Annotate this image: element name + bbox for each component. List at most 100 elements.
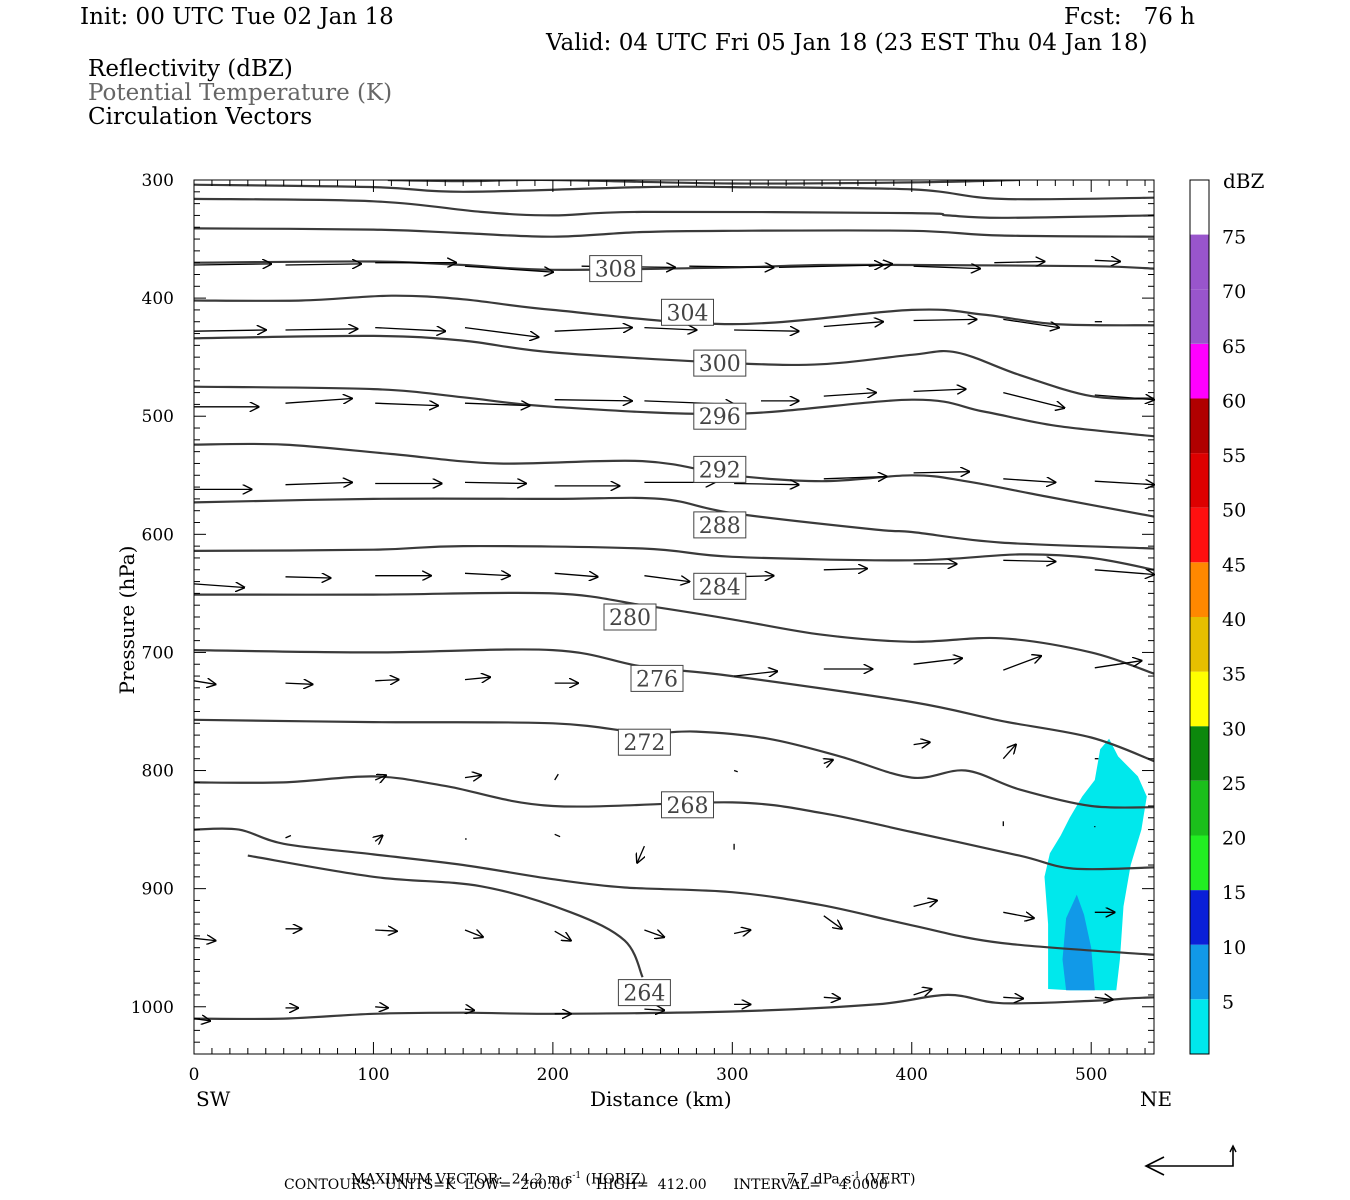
contour-label: 280 bbox=[603, 603, 657, 631]
circulation-vector bbox=[193, 584, 244, 588]
x-tick-label: 100 bbox=[357, 1065, 389, 1085]
circulation-vector bbox=[823, 477, 887, 479]
x-tick-label: 0 bbox=[189, 1065, 200, 1085]
isentrope-line bbox=[194, 718, 1154, 809]
colorbar-label: 75 bbox=[1222, 227, 1246, 249]
contour-label-text: 268 bbox=[667, 794, 709, 819]
circulation-vector bbox=[464, 930, 483, 937]
circulation-vector bbox=[193, 330, 266, 331]
circulation-vector bbox=[644, 328, 696, 330]
contour-label-text: 292 bbox=[699, 458, 741, 483]
y-tick-label: 900 bbox=[142, 880, 174, 900]
circulation-vector bbox=[734, 484, 799, 485]
circulation-vector bbox=[823, 393, 876, 397]
contour-label-text: 272 bbox=[623, 731, 665, 756]
circulation-vector bbox=[689, 266, 773, 267]
circulation-vector bbox=[733, 769, 738, 773]
circulation-vector bbox=[778, 265, 883, 267]
x-axis-right-label: NE bbox=[1140, 1087, 1173, 1111]
circulation-vector bbox=[913, 742, 930, 744]
circulation-vector bbox=[285, 264, 361, 265]
contour-label-text: 284 bbox=[699, 575, 741, 600]
colorbar-label: 40 bbox=[1222, 609, 1246, 631]
colorbar-cell-5 bbox=[1190, 999, 1209, 1054]
colorbar-cell-25 bbox=[1190, 780, 1209, 836]
field-circulation-vectors: Circulation Vectors bbox=[88, 104, 313, 130]
contour-label: 264 bbox=[617, 979, 671, 1007]
circulation-vector bbox=[913, 266, 980, 268]
isentrope-line bbox=[194, 775, 1154, 871]
circulation-vector bbox=[644, 575, 689, 582]
colorbar-cell-60 bbox=[1190, 398, 1209, 454]
circulation-vector bbox=[913, 658, 962, 665]
circulation-vector bbox=[913, 389, 966, 391]
circulation-vector bbox=[285, 329, 358, 330]
colorbar-label: 65 bbox=[1222, 336, 1246, 358]
colorbar-label: 70 bbox=[1222, 281, 1246, 303]
forecast-hour: Fcst: 76 h bbox=[1064, 4, 1195, 30]
contour-label-box bbox=[693, 572, 747, 600]
circulation-vector bbox=[1003, 391, 1064, 408]
contour-label: 268 bbox=[661, 791, 714, 819]
circulation-vector bbox=[464, 326, 539, 338]
circulation-vector bbox=[554, 328, 632, 332]
colorbar-cell-65 bbox=[1190, 343, 1209, 399]
colorbar-label: 35 bbox=[1222, 664, 1246, 686]
contour-label: 276 bbox=[630, 664, 684, 692]
colorbar-cell-70 bbox=[1190, 289, 1209, 344]
colorbar-label: 30 bbox=[1222, 718, 1246, 740]
circulation-vector bbox=[464, 265, 553, 272]
circulation-vector bbox=[285, 577, 331, 578]
circulation-vector bbox=[285, 482, 352, 484]
x-axis-title: Distance (km) bbox=[590, 1087, 732, 1111]
circulation-vector bbox=[733, 930, 750, 934]
circulation-vector bbox=[464, 573, 510, 575]
circulation-vector bbox=[1003, 479, 1055, 483]
contour-label-box bbox=[693, 349, 747, 377]
contour-label-text: 264 bbox=[623, 982, 665, 1007]
contour-label-box bbox=[661, 298, 714, 326]
circulation-vector bbox=[1003, 656, 1041, 671]
circulation-vector bbox=[1094, 661, 1142, 669]
contour-label: 284 bbox=[693, 572, 747, 600]
colorbar-label: 10 bbox=[1222, 937, 1246, 959]
init-time: Init: 00 UTC Tue 02 Jan 18 bbox=[80, 4, 394, 30]
circulation-vector bbox=[994, 262, 1044, 263]
circulation-vector bbox=[554, 773, 559, 781]
circulation-vector bbox=[1003, 912, 1034, 918]
colorbar-cell-75 bbox=[1190, 234, 1209, 290]
circulation-vector bbox=[823, 915, 842, 929]
contour-label: 272 bbox=[617, 728, 671, 756]
contour-label-box bbox=[603, 603, 657, 631]
contour-label: 296 bbox=[693, 402, 747, 430]
circulation-vector bbox=[554, 573, 598, 577]
circulation-vector bbox=[913, 472, 970, 473]
circulation-vector bbox=[823, 322, 883, 327]
circulation-vector bbox=[637, 845, 644, 863]
colorbar-label: 45 bbox=[1222, 554, 1246, 576]
colorbar-label: 25 bbox=[1222, 773, 1246, 795]
contour-label-box bbox=[630, 664, 684, 692]
circulation-vector bbox=[375, 680, 398, 681]
circulation-vector bbox=[375, 930, 397, 931]
colorbar-cell-55 bbox=[1190, 453, 1209, 508]
circulation-vector bbox=[1003, 560, 1055, 561]
circulation-vector bbox=[285, 683, 313, 684]
circulation-vector bbox=[644, 1009, 664, 1010]
reflectivity-echo-10dbz bbox=[1062, 894, 1095, 991]
reference-vector-icon bbox=[1144, 1144, 1237, 1176]
isentrope-line bbox=[194, 294, 1154, 327]
circulation-vector bbox=[285, 834, 292, 839]
circulation-vector bbox=[375, 836, 382, 842]
colorbar-cell-50 bbox=[1190, 507, 1209, 563]
contour-label-text: 288 bbox=[699, 514, 741, 539]
isentrope-line bbox=[194, 496, 1154, 550]
circulation-vector bbox=[374, 775, 386, 780]
colorbar-cell-15 bbox=[1190, 890, 1209, 945]
contour-label-box bbox=[617, 979, 671, 1007]
circulation-vector bbox=[824, 760, 833, 764]
maximum-vertical-note: 7.7 dPa s-1 (VERT) bbox=[786, 1171, 916, 1188]
circulation-vector bbox=[1094, 997, 1113, 999]
circulation-vector bbox=[1094, 481, 1154, 485]
